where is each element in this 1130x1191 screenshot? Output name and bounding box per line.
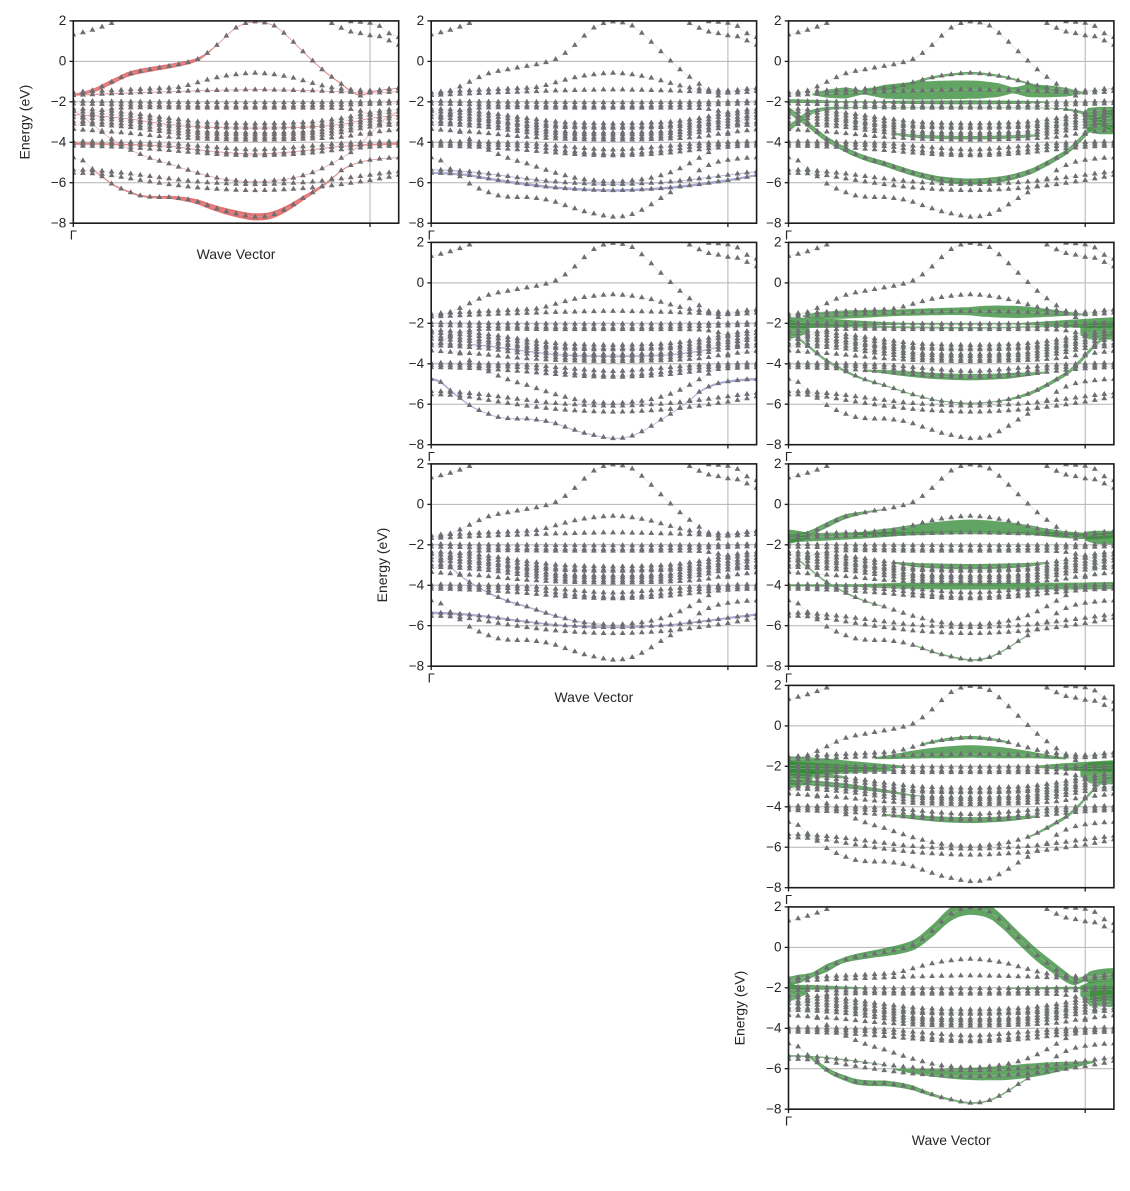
- svg-text:−2: −2: [51, 94, 66, 109]
- svg-text:Wave Vector: Wave Vector: [197, 246, 276, 262]
- svg-text:−8: −8: [409, 437, 424, 452]
- svg-text:Γ: Γ: [785, 449, 792, 464]
- svg-text:−4: −4: [409, 135, 425, 150]
- svg-text:−6: −6: [766, 840, 781, 855]
- svg-text:Γ: Γ: [785, 892, 792, 907]
- svg-text:−6: −6: [51, 175, 66, 190]
- svg-text:2: 2: [417, 456, 425, 471]
- svg-text:−4: −4: [766, 1021, 782, 1036]
- svg-text:0: 0: [417, 275, 425, 290]
- svg-text:Energy (eV): Energy (eV): [732, 971, 748, 1046]
- svg-text:Energy (eV): Energy (eV): [16, 85, 32, 160]
- svg-text:0: 0: [417, 497, 425, 512]
- svg-text:−6: −6: [766, 397, 781, 412]
- svg-text:−4: −4: [766, 578, 782, 593]
- svg-text:2: 2: [774, 13, 782, 28]
- svg-text:−8: −8: [766, 880, 781, 895]
- svg-text:0: 0: [774, 497, 782, 512]
- svg-text:−8: −8: [51, 216, 66, 231]
- svg-text:−8: −8: [766, 216, 781, 231]
- svg-text:0: 0: [774, 54, 782, 69]
- svg-text:−2: −2: [409, 316, 424, 331]
- svg-text:Energy (eV): Energy (eV): [374, 528, 390, 603]
- svg-text:−2: −2: [766, 759, 781, 774]
- svg-text:2: 2: [774, 235, 782, 250]
- svg-text:−8: −8: [409, 216, 424, 231]
- svg-text:−4: −4: [766, 356, 782, 371]
- svg-text:Γ: Γ: [428, 671, 435, 686]
- svg-text:−4: −4: [409, 356, 425, 371]
- svg-text:−2: −2: [409, 537, 424, 552]
- svg-text:2: 2: [774, 678, 782, 693]
- svg-text:−2: −2: [766, 537, 781, 552]
- svg-text:−4: −4: [409, 578, 425, 593]
- svg-text:−6: −6: [766, 618, 781, 633]
- svg-text:Γ: Γ: [70, 228, 77, 243]
- svg-text:−4: −4: [51, 135, 67, 150]
- svg-text:−8: −8: [766, 1102, 781, 1117]
- svg-text:−4: −4: [766, 799, 782, 814]
- svg-text:0: 0: [774, 275, 782, 290]
- svg-text:−2: −2: [766, 980, 781, 995]
- svg-text:−6: −6: [409, 618, 424, 633]
- svg-text:2: 2: [774, 456, 782, 471]
- svg-text:Γ: Γ: [785, 1114, 792, 1129]
- svg-text:0: 0: [59, 54, 67, 69]
- svg-text:−2: −2: [766, 94, 781, 109]
- svg-text:−6: −6: [766, 1061, 781, 1076]
- svg-text:−2: −2: [409, 94, 424, 109]
- svg-text:−2: −2: [766, 316, 781, 331]
- svg-text:0: 0: [774, 718, 782, 733]
- svg-text:−8: −8: [766, 437, 781, 452]
- svg-text:−6: −6: [409, 175, 424, 190]
- svg-text:−4: −4: [766, 135, 782, 150]
- svg-text:Γ: Γ: [428, 449, 435, 464]
- svg-text:2: 2: [59, 13, 67, 28]
- svg-text:2: 2: [417, 235, 425, 250]
- svg-text:Γ: Γ: [785, 671, 792, 686]
- svg-text:−6: −6: [766, 175, 781, 190]
- svg-text:Γ: Γ: [428, 228, 435, 243]
- svg-text:2: 2: [417, 13, 425, 28]
- svg-text:Wave Vector: Wave Vector: [912, 1132, 991, 1148]
- svg-text:0: 0: [774, 940, 782, 955]
- svg-text:−8: −8: [766, 659, 781, 674]
- svg-text:Wave Vector: Wave Vector: [554, 689, 633, 705]
- svg-text:2: 2: [774, 899, 782, 914]
- svg-text:Γ: Γ: [785, 228, 792, 243]
- svg-text:−8: −8: [409, 659, 424, 674]
- svg-text:−6: −6: [409, 397, 424, 412]
- svg-text:0: 0: [417, 54, 425, 69]
